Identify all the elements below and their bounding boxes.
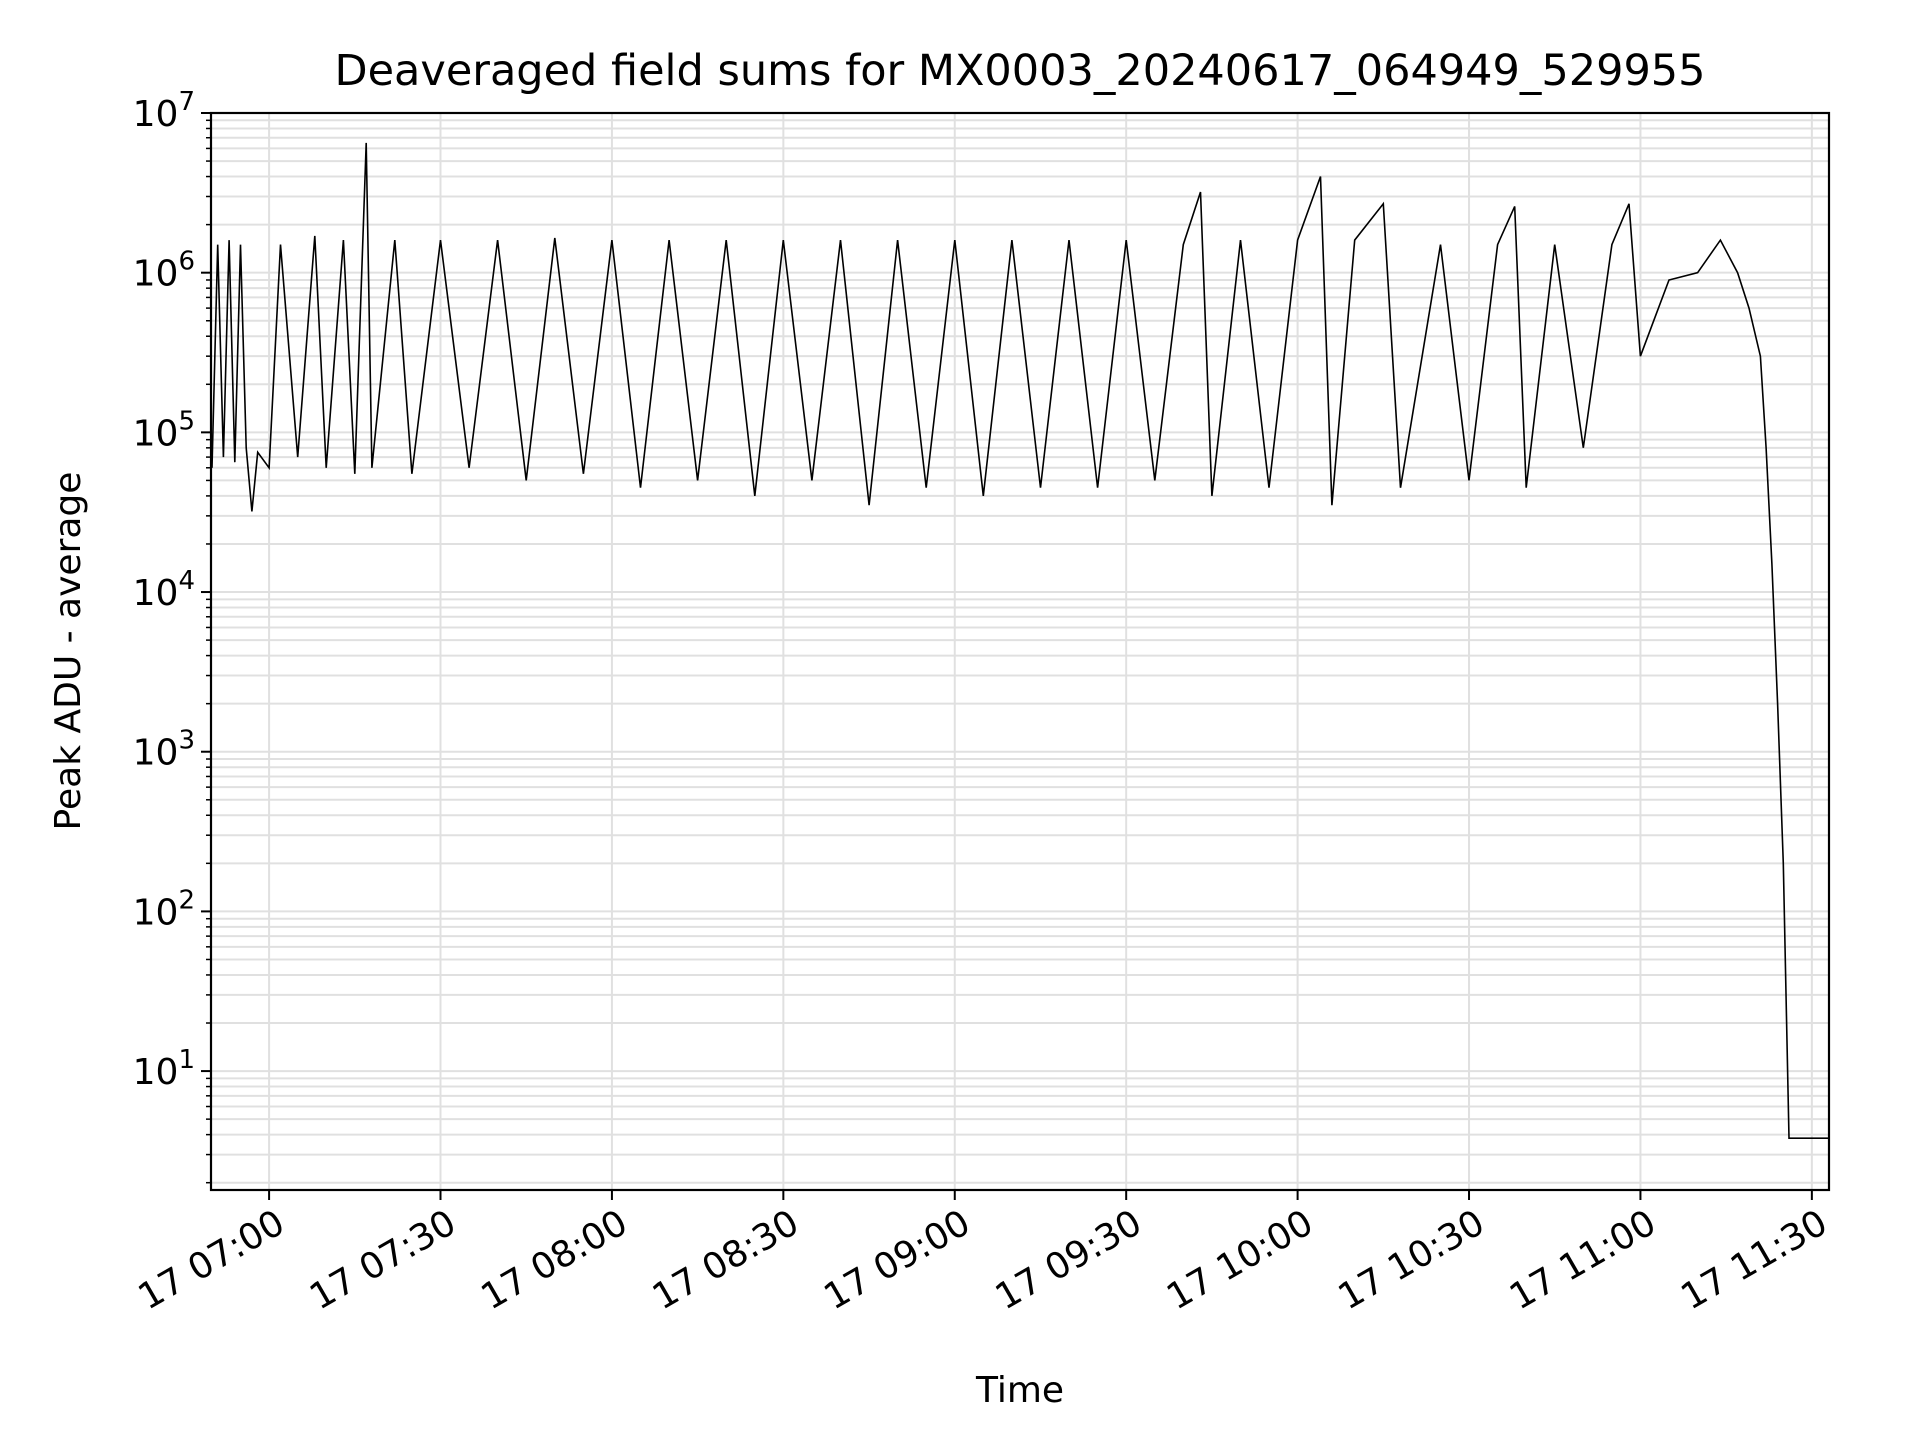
y-tick-label: 107 (133, 87, 195, 135)
plot-area (211, 142, 1829, 1139)
y-tick-label: 106 (133, 247, 195, 295)
y-tick-label: 101 (133, 1045, 195, 1093)
chart-title: Deaveraged field sums for MX0003_2024061… (334, 46, 1705, 96)
y-tick-label: 104 (133, 566, 195, 614)
series-line (211, 142, 1829, 1139)
plot-frame (209, 111, 1831, 1192)
y-axis: 101 102 103 104 105 106 107 (133, 87, 211, 1184)
y-tick-label: 102 (133, 885, 195, 933)
y-tick-label: 105 (133, 406, 195, 454)
y-tick-label: 103 (133, 726, 195, 774)
grid (211, 113, 1829, 1190)
x-axis-label: Time (975, 1370, 1064, 1411)
y-axis-label: Peak ADU - average (48, 472, 89, 831)
